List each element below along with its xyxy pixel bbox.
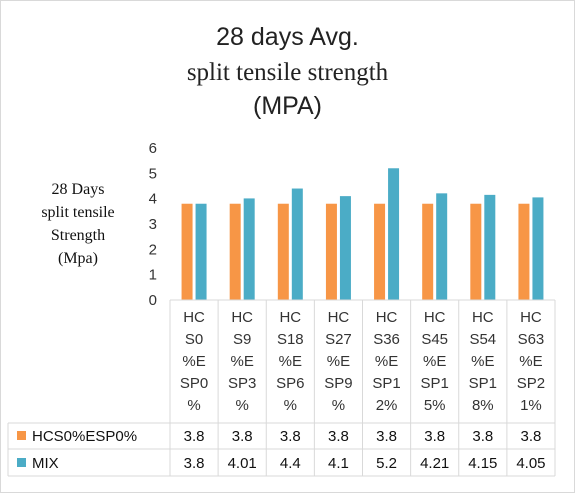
category-label: %E (231, 353, 254, 370)
data-label: 4.05 (516, 455, 545, 472)
legend-key-control (17, 431, 26, 440)
chart-title-line-3: (MPA) (253, 92, 322, 120)
category-label: %E (519, 353, 542, 370)
bar-control (229, 203, 241, 300)
data-label: 3.8 (280, 428, 301, 445)
data-label: 4.15 (468, 455, 497, 472)
category-label: %E (182, 353, 205, 370)
y-tick-label: 5 (149, 165, 157, 182)
y-tick-label: 3 (149, 216, 157, 233)
bar-control (470, 203, 482, 300)
category-label: % (187, 397, 200, 414)
category-label: SP0 (180, 375, 208, 392)
bar-mix (195, 203, 207, 300)
category-label: S36 (373, 331, 400, 348)
category-label: S0 (185, 331, 203, 348)
bar-mix (243, 198, 255, 300)
chart-title-line-2: split tensile strength (186, 59, 389, 86)
bar-control (518, 203, 530, 300)
category-label: SP1 (469, 375, 497, 392)
data-label: 4.1 (328, 455, 349, 472)
data-label: 5.2 (376, 455, 397, 472)
bar-control (325, 203, 337, 300)
y-tick-label: 2 (149, 241, 157, 258)
chart-title-line-1: 28 days Avg. (216, 23, 359, 51)
data-label: 3.8 (184, 428, 205, 445)
category-label: SP6 (276, 375, 304, 392)
bar-control (181, 203, 193, 300)
category-label: S18 (277, 331, 304, 348)
legend-label: MIX (32, 455, 59, 472)
category-label: SP1 (421, 375, 449, 392)
y-axis-title-line-1: 28 Days (51, 181, 105, 198)
data-label: 3.8 (328, 428, 349, 445)
category-label: HC (279, 309, 301, 326)
data-label: 4.4 (280, 455, 301, 472)
category-label: SP1 (372, 375, 400, 392)
category-label: %E (327, 353, 350, 370)
category-label: HC (472, 309, 494, 326)
category-label: HC (424, 309, 446, 326)
bar-mix (436, 193, 448, 300)
category-label: % (284, 397, 297, 414)
category-label: 2% (376, 397, 398, 414)
category-label: % (332, 397, 345, 414)
data-label: 3.8 (232, 428, 253, 445)
data-label: 3.8 (376, 428, 397, 445)
category-label: HC (328, 309, 350, 326)
bar-mix (339, 196, 351, 300)
category-label: 5% (424, 397, 446, 414)
y-tick-label: 0 (149, 292, 157, 309)
category-label: S9 (233, 331, 251, 348)
category-label: HC (231, 309, 253, 326)
data-label: 3.8 (521, 428, 542, 445)
data-label: 3.8 (472, 428, 493, 445)
y-axis-title-line-2: split tensile (41, 204, 115, 221)
category-label: S45 (421, 331, 448, 348)
category-label: %E (471, 353, 494, 370)
y-axis-title: 28 Days split tensile Strength (Mpa) (18, 178, 138, 270)
category-label: S27 (325, 331, 352, 348)
bar-mix (532, 197, 544, 300)
category-label: HC (520, 309, 542, 326)
bar-mix (484, 194, 496, 300)
category-label: %E (279, 353, 302, 370)
category-label: SP3 (228, 375, 256, 392)
category-label: 1% (520, 397, 542, 414)
y-tick-label: 6 (149, 140, 157, 157)
y-axis-title-line-3: Strength (50, 227, 106, 244)
category-label: % (236, 397, 249, 414)
bar-control (422, 203, 434, 300)
category-label: HC (183, 309, 205, 326)
category-label: %E (375, 353, 398, 370)
data-label: 3.8 (424, 428, 445, 445)
y-tick-label: 4 (149, 191, 157, 208)
bar-mix (388, 168, 400, 300)
bar-control (277, 203, 289, 300)
data-label: 4.01 (228, 455, 257, 472)
category-label: S63 (518, 331, 545, 348)
legend-key-mix (17, 458, 26, 467)
category-label: %E (423, 353, 446, 370)
y-axis-title-line-4: (Mpa) (58, 250, 98, 267)
bar-control (374, 203, 386, 300)
category-label: SP9 (324, 375, 352, 392)
y-tick-label: 1 (149, 267, 157, 284)
category-label: 8% (472, 397, 494, 414)
legend-label: HCS0%ESP0% (32, 428, 137, 445)
data-label: 4.21 (420, 455, 449, 472)
category-label: S54 (469, 331, 496, 348)
category-label: HC (376, 309, 398, 326)
data-label: 3.8 (184, 455, 205, 472)
bar-mix (291, 188, 303, 300)
category-label: SP2 (517, 375, 545, 392)
